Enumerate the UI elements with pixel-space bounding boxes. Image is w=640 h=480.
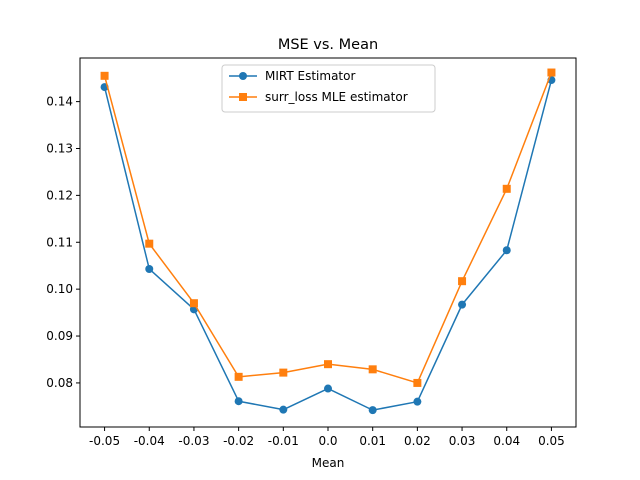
y-tick-label: 0.14 bbox=[46, 95, 73, 109]
data-point-square bbox=[458, 277, 467, 286]
legend-box bbox=[221, 64, 436, 113]
legend-label: surr_loss MLE estimator bbox=[265, 90, 408, 104]
x-axis-ticks: -0.05 -0.04 -0.03 -0.02 -0.01 0.0 0.01 0.02 0.03… bbox=[89, 427, 565, 448]
data-point-square bbox=[547, 68, 556, 77]
x-tick-label: 0.01 bbox=[359, 434, 386, 448]
data-point-circle bbox=[413, 397, 422, 406]
data-point-square bbox=[145, 239, 154, 248]
legend-swatch-marker bbox=[239, 72, 247, 80]
data-point-circle bbox=[502, 246, 511, 255]
x-tick-label: 0.0 bbox=[318, 434, 337, 448]
y-tick-label: 0.12 bbox=[46, 188, 73, 202]
data-point-square bbox=[502, 184, 511, 193]
series-0 bbox=[100, 76, 556, 415]
legend-label: MIRT Estimator bbox=[265, 69, 355, 83]
legend: MIRT Estimator surr_loss MLE estimator bbox=[221, 64, 436, 113]
data-point-square bbox=[279, 368, 288, 377]
x-tick-label: -0.02 bbox=[223, 434, 254, 448]
x-tick-label: -0.03 bbox=[178, 434, 209, 448]
y-axis-ticks: 0.08 0.09 0.10 0.11 0.12 0.13 0.14 bbox=[46, 95, 80, 390]
legend-swatch-marker bbox=[239, 93, 247, 101]
chart-title: MSE vs. Mean bbox=[278, 37, 378, 53]
y-tick-label: 0.10 bbox=[46, 282, 73, 296]
data-point-circle bbox=[145, 264, 154, 273]
plot-frame bbox=[79, 57, 577, 428]
x-tick-label: 0.04 bbox=[493, 434, 520, 448]
data-point-square bbox=[413, 378, 422, 387]
data-point-circle bbox=[234, 397, 243, 406]
series-1 bbox=[100, 68, 556, 387]
y-tick-label: 0.11 bbox=[46, 235, 73, 249]
x-tick-label: 0.05 bbox=[538, 434, 565, 448]
x-tick-label: 0.02 bbox=[404, 434, 431, 448]
y-tick-label: 0.13 bbox=[46, 141, 73, 155]
data-point-circle bbox=[324, 384, 332, 393]
data-point-circle bbox=[279, 405, 288, 414]
x-axis-label: Mean bbox=[312, 456, 345, 470]
y-tick-label: 0.09 bbox=[46, 329, 73, 343]
data-point-square bbox=[234, 372, 243, 381]
x-tick-label: -0.05 bbox=[89, 434, 120, 448]
series-line bbox=[103, 72, 553, 384]
series-layer bbox=[100, 68, 556, 415]
y-tick-label: 0.08 bbox=[46, 376, 73, 390]
x-tick-label: 0.03 bbox=[449, 434, 476, 448]
data-point-circle bbox=[368, 406, 377, 415]
x-tick-label: -0.04 bbox=[134, 434, 165, 448]
x-tick-label: -0.01 bbox=[268, 434, 299, 448]
data-point-circle bbox=[458, 300, 467, 309]
data-point-square bbox=[368, 365, 377, 374]
data-point-square bbox=[100, 71, 109, 80]
data-point-square bbox=[324, 360, 332, 369]
data-point-square bbox=[189, 299, 198, 308]
